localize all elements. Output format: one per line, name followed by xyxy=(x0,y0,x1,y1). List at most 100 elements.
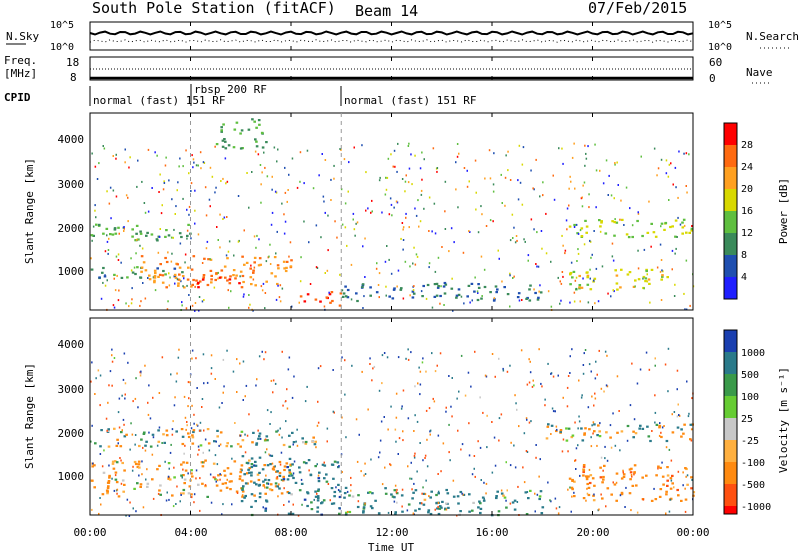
echo-cell xyxy=(489,219,492,222)
echo-cell xyxy=(650,268,654,271)
echo-cell xyxy=(116,488,119,491)
echo-cell xyxy=(665,490,668,493)
echo-cell xyxy=(246,172,248,174)
echo-cell xyxy=(509,502,512,505)
echo-cell xyxy=(536,493,539,496)
echo-cell xyxy=(250,457,254,460)
echo-cell xyxy=(365,209,367,212)
echo-cell xyxy=(381,211,383,214)
echo-cell xyxy=(226,257,229,260)
echo-cell xyxy=(582,372,585,375)
echo-cell xyxy=(620,491,624,494)
echo-cell xyxy=(606,385,609,388)
echo-cell xyxy=(453,241,455,244)
echo-cell xyxy=(594,392,596,395)
echo-cell xyxy=(676,426,680,429)
echo-cell xyxy=(249,276,253,279)
echo-cell xyxy=(152,396,154,399)
nsearch-label: N.Search xyxy=(746,30,799,43)
echo-cell xyxy=(613,483,617,486)
echo-cell xyxy=(104,274,106,277)
echo-cell xyxy=(596,434,599,437)
echo-cell xyxy=(260,131,264,134)
echo-cell xyxy=(557,276,559,279)
echo-cell xyxy=(186,421,188,423)
power-cb-tick-24: 24 xyxy=(741,162,753,173)
echo-cell xyxy=(506,489,508,492)
echo-cell xyxy=(232,146,236,149)
echo-cell xyxy=(665,159,668,162)
echo-cell xyxy=(92,225,95,228)
echo-cell xyxy=(412,491,415,494)
echo-cell xyxy=(437,434,440,437)
echo-cell xyxy=(443,281,447,285)
echo-cell xyxy=(619,218,621,221)
echo-cell xyxy=(582,277,584,280)
echo-cell xyxy=(250,283,253,286)
echo-cell xyxy=(229,472,233,475)
echo-cell xyxy=(377,512,381,515)
nsearch-tick-top: 10^5 xyxy=(708,20,732,31)
echo-cell xyxy=(237,195,240,197)
echo-cell xyxy=(346,490,349,493)
echo-cell xyxy=(220,269,224,272)
echo-cell xyxy=(246,482,249,485)
echo-cell xyxy=(676,388,678,391)
echo-cell xyxy=(606,459,609,462)
echo-cell xyxy=(257,437,260,440)
echo-cell xyxy=(658,426,661,429)
echo-cell xyxy=(144,269,148,272)
echo-cell xyxy=(134,462,138,466)
echo-cell xyxy=(649,301,651,304)
echo-cell xyxy=(434,508,436,511)
echo-cell xyxy=(123,352,126,355)
echo-cell xyxy=(285,420,287,423)
echo-cell xyxy=(424,454,427,457)
echo-cell xyxy=(233,128,237,131)
echo-cell xyxy=(573,223,576,227)
echo-cell xyxy=(128,166,130,169)
echo-cell xyxy=(681,226,685,229)
echo-cell xyxy=(640,155,642,158)
echo-cell xyxy=(191,404,193,407)
echo-cell xyxy=(180,235,183,239)
echo-cell xyxy=(157,440,161,443)
echo-cell xyxy=(642,277,644,280)
echo-cell xyxy=(94,165,97,168)
echo-cell xyxy=(569,175,571,178)
echo-cell xyxy=(118,289,120,292)
echo-cell xyxy=(317,477,321,480)
freq-unit: [MHz] xyxy=(4,67,37,80)
echo-cell xyxy=(581,394,583,397)
echo-cell xyxy=(299,280,302,283)
echo-cell xyxy=(570,180,572,183)
echo-cell xyxy=(217,271,219,274)
echo-cell xyxy=(144,444,147,447)
echo-cell xyxy=(527,497,530,500)
echo-cell xyxy=(259,263,262,266)
echo-cell xyxy=(491,353,494,355)
echo-cell xyxy=(589,239,591,242)
echo-cell xyxy=(118,397,121,400)
cpid-segment-3: normal (fast) 151 RF xyxy=(344,94,476,107)
echo-cell xyxy=(457,502,460,505)
echo-cell xyxy=(378,179,381,182)
echo-cell xyxy=(585,475,589,479)
echo-cell xyxy=(636,382,639,385)
echo-cell xyxy=(553,198,556,201)
echo-cell xyxy=(291,396,294,399)
echo-cell xyxy=(599,476,603,479)
echo-cell xyxy=(437,256,440,259)
echo-cell xyxy=(535,263,537,265)
echo-cell xyxy=(192,166,194,169)
echo-cell xyxy=(598,430,601,433)
echo-cell xyxy=(515,402,517,405)
echo-cell xyxy=(413,430,415,432)
echo-cell xyxy=(369,505,373,508)
echo-cell xyxy=(460,448,462,451)
echo-cell xyxy=(677,470,680,473)
echo-cell xyxy=(541,247,543,250)
echo-cell xyxy=(680,428,683,431)
echo-cell xyxy=(588,481,592,485)
echo-cell xyxy=(650,245,652,248)
